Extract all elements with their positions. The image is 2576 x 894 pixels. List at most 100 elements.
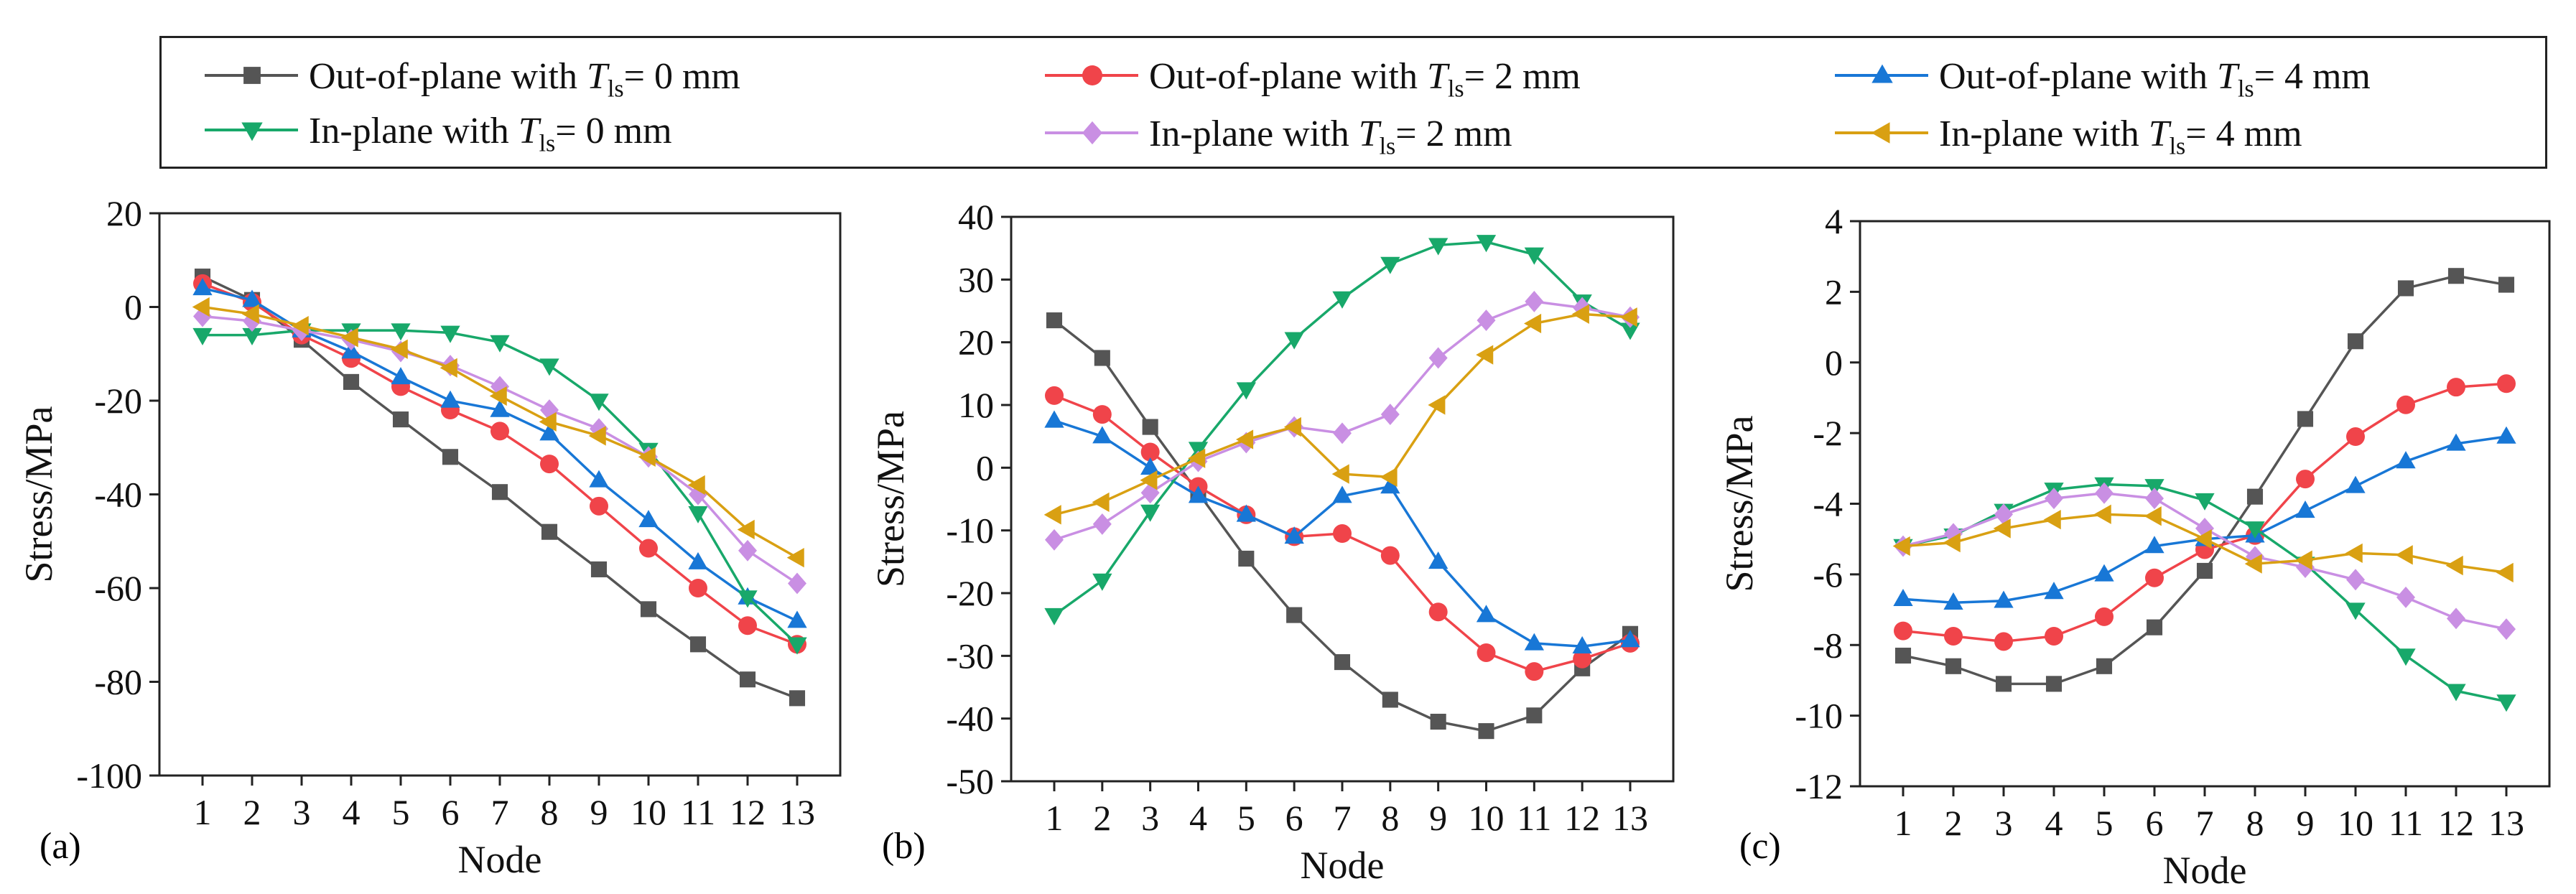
x-tick-label: 3 bbox=[1141, 798, 1159, 838]
data-point bbox=[1995, 676, 2012, 692]
data-point bbox=[1476, 235, 1497, 253]
data-point bbox=[1286, 607, 1303, 623]
x-tick-label: 13 bbox=[779, 792, 815, 832]
data-point bbox=[242, 327, 262, 345]
series-1 bbox=[1046, 312, 1639, 740]
series-line bbox=[202, 315, 798, 585]
y-tick-label: -100 bbox=[76, 755, 142, 796]
data-point bbox=[1044, 607, 1064, 625]
legend-label-subscript: ls bbox=[539, 130, 556, 157]
x-tick-label: 7 bbox=[1334, 798, 1352, 838]
data-point bbox=[1380, 404, 1400, 426]
x-tick-label: 8 bbox=[1381, 798, 1399, 838]
data-point bbox=[2396, 395, 2415, 414]
data-point bbox=[491, 484, 508, 500]
legend-marker-triangle-left bbox=[1871, 122, 1890, 144]
data-point bbox=[1092, 573, 1112, 591]
data-point bbox=[2195, 493, 2215, 511]
x-tick-label: 5 bbox=[2096, 803, 2114, 843]
data-point bbox=[1944, 523, 1963, 545]
x-tick-label: 11 bbox=[2389, 803, 2423, 843]
data-point bbox=[2445, 555, 2463, 576]
x-tick-label: 2 bbox=[1093, 798, 1111, 838]
data-point bbox=[340, 327, 358, 348]
data-point bbox=[1894, 621, 1912, 641]
legend-label-suffix: = 2 mm bbox=[1395, 113, 1512, 154]
data-point bbox=[2245, 521, 2265, 539]
data-point bbox=[1525, 290, 1544, 312]
data-point bbox=[1428, 238, 1449, 256]
data-point bbox=[2345, 475, 2366, 493]
x-axis-title: Node bbox=[2163, 849, 2247, 892]
data-point bbox=[1893, 589, 1913, 607]
legend-marker-svg bbox=[1082, 121, 1102, 144]
data-point bbox=[2396, 586, 2415, 608]
series-4 bbox=[1044, 235, 1640, 625]
data-point bbox=[1142, 419, 1158, 435]
data-point bbox=[391, 323, 411, 341]
y-tick-label: -80 bbox=[94, 662, 142, 702]
data-point bbox=[789, 690, 806, 707]
data-point bbox=[440, 325, 460, 343]
data-point bbox=[440, 390, 460, 408]
data-point bbox=[343, 373, 360, 390]
data-point bbox=[540, 399, 559, 421]
series-3 bbox=[192, 278, 807, 628]
data-point bbox=[391, 367, 411, 385]
data-point bbox=[1284, 526, 1304, 544]
x-tick-label: 6 bbox=[2146, 803, 2164, 843]
y-tick-label: 30 bbox=[958, 259, 994, 299]
data-point bbox=[541, 523, 558, 540]
data-point bbox=[539, 411, 557, 432]
data-point bbox=[1044, 410, 1064, 428]
data-point bbox=[1526, 707, 1543, 724]
series-6 bbox=[192, 297, 804, 568]
data-point bbox=[2045, 488, 2063, 510]
data-point bbox=[1236, 429, 1254, 450]
legend-label-subscript: ls bbox=[2237, 75, 2254, 103]
data-point bbox=[1994, 632, 2013, 651]
x-tick-label: 8 bbox=[2246, 803, 2264, 843]
data-point bbox=[540, 455, 559, 474]
data-point bbox=[1380, 476, 1400, 494]
data-point bbox=[1428, 602, 1448, 622]
data-point bbox=[1092, 426, 1112, 444]
panel-label: (b) bbox=[882, 826, 926, 867]
data-point bbox=[1284, 332, 1304, 350]
data-point bbox=[489, 386, 507, 406]
data-point bbox=[392, 411, 409, 428]
x-tick-label: 2 bbox=[1945, 803, 1963, 843]
data-point bbox=[1045, 529, 1064, 551]
data-point bbox=[2297, 411, 2314, 427]
data-point bbox=[2095, 482, 2114, 504]
x-tick-label: 13 bbox=[2488, 803, 2524, 843]
y-tick-label: -40 bbox=[946, 699, 994, 739]
data-point bbox=[1046, 312, 1063, 329]
y-tick-label: 2 bbox=[1825, 271, 1843, 312]
data-point bbox=[490, 376, 509, 398]
data-point bbox=[689, 579, 707, 597]
legend-marker-svg bbox=[243, 67, 261, 84]
data-point bbox=[1332, 485, 1352, 503]
y-tick-label: -2 bbox=[1813, 413, 1843, 453]
data-point bbox=[192, 327, 213, 345]
data-point bbox=[1619, 307, 1637, 327]
legend-label-subscript: ls bbox=[1379, 133, 1396, 160]
data-point bbox=[1430, 713, 1446, 730]
data-point bbox=[1094, 350, 1110, 366]
data-point bbox=[2196, 562, 2213, 579]
data-point bbox=[688, 506, 708, 523]
y-tick-label: 40 bbox=[958, 197, 994, 237]
data-point bbox=[1092, 513, 1112, 535]
x-tick-label: 10 bbox=[2338, 803, 2373, 843]
x-tick-label: 6 bbox=[442, 792, 460, 832]
x-tick-label: 12 bbox=[2438, 803, 2474, 843]
data-point bbox=[1994, 590, 2014, 608]
data-point bbox=[2496, 562, 2514, 583]
legend-marker-triangle-up bbox=[1871, 64, 1893, 83]
legend-label: Out-of-plane with Tls= 2 mm bbox=[1149, 55, 1581, 103]
x-axis-title: Node bbox=[458, 838, 542, 881]
data-point bbox=[2497, 618, 2516, 641]
